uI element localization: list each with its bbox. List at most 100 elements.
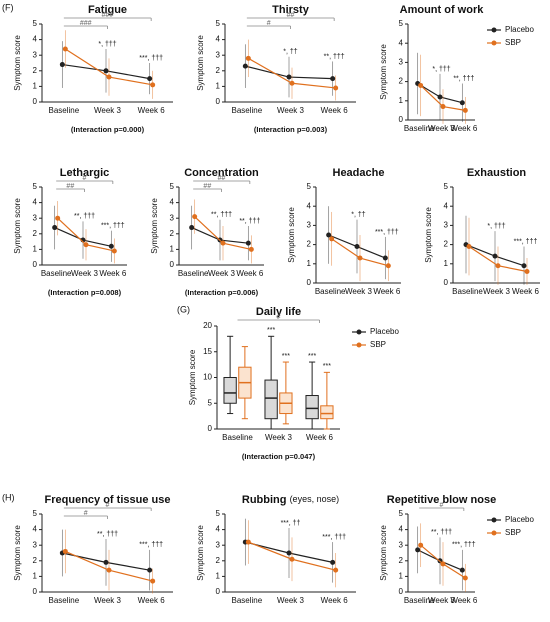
point — [524, 268, 530, 274]
point — [150, 82, 156, 88]
y-tick-label: 0 — [399, 115, 404, 124]
point — [286, 74, 292, 80]
legend-label: Placebo — [370, 327, 399, 336]
legend-marker — [356, 329, 362, 335]
y-axis-label: Symptom score — [196, 525, 205, 581]
y-tick-label: 4 — [216, 35, 221, 44]
x-tick-label: Week 6 — [236, 269, 264, 278]
chart-title: Repetitive blow nose — [387, 494, 496, 506]
point — [103, 68, 109, 74]
point — [385, 263, 391, 269]
point — [286, 550, 292, 556]
x-tick-label: Week 6 — [321, 106, 349, 115]
title-text: Fatigue — [88, 4, 127, 16]
y-axis-label: Symptom score — [150, 198, 159, 254]
significance-label: ***, ††† — [322, 534, 346, 541]
chart-title: Frequency of tissue use — [45, 494, 171, 506]
point — [242, 63, 248, 69]
x-tick-label: Baseline — [315, 287, 346, 296]
chart-title: Rubbing (eyes, nose) — [242, 494, 339, 506]
point — [440, 561, 446, 567]
significance-label: ***, ††† — [452, 542, 476, 549]
y-tick-label: 3 — [216, 50, 221, 59]
y-tick-label: 0 — [33, 587, 38, 596]
bracket-label: # — [440, 502, 444, 509]
bracket-label: # — [83, 175, 87, 182]
y-tick-label: 5 — [307, 182, 312, 191]
legend-label: SBP — [505, 38, 521, 47]
significance-label: *** — [323, 363, 331, 370]
y-tick-label: 0 — [170, 260, 175, 269]
point — [147, 76, 153, 82]
y-tick-label: 1 — [33, 82, 38, 91]
significance-label: **, ††† — [97, 531, 118, 538]
y-tick-label: 0 — [208, 424, 213, 433]
y-tick-label: 2 — [33, 66, 38, 75]
legend-marker — [491, 27, 497, 33]
legend-marker — [491, 517, 497, 523]
significance-label: *, ††† — [98, 41, 116, 48]
y-tick-label: 5 — [399, 19, 404, 28]
significance-label: *, †† — [283, 49, 298, 56]
annotation: (Interaction p=0.008) — [48, 288, 122, 297]
title-text: Thirsty — [272, 4, 310, 16]
annotation: (Interaction p=0.000) — [71, 125, 145, 134]
bracket-label: # — [267, 20, 271, 27]
bracket-label: ## — [66, 183, 74, 190]
significance-label: **, ††† — [211, 212, 232, 219]
x-tick-label: Week 3 — [71, 269, 99, 278]
annotation: (Interaction p=0.003) — [254, 125, 328, 134]
y-tick-label: 1 — [33, 245, 38, 254]
significance-label: ***, ††† — [101, 223, 125, 230]
x-tick-label: Week 6 — [138, 596, 166, 605]
point — [462, 575, 468, 581]
point — [111, 248, 117, 254]
x-tick-label: Baseline — [222, 433, 253, 442]
significance-label: *** — [282, 353, 290, 360]
point — [83, 242, 89, 248]
point — [418, 82, 424, 88]
bracket-label: ## — [218, 175, 226, 182]
x-tick-label: Week 3 — [345, 287, 373, 296]
y-tick-label: 2 — [33, 229, 38, 238]
significance-label: ***, ††† — [139, 55, 163, 62]
chart-title: Lethargic — [60, 167, 110, 179]
x-tick-label: Week 3 — [483, 287, 511, 296]
point — [289, 80, 295, 86]
y-tick-label: 5 — [444, 182, 449, 191]
significance-label: *, ††† — [487, 223, 505, 230]
significance-label: *, †† — [351, 211, 366, 218]
y-tick-label: 0 — [216, 97, 221, 106]
legend-marker — [491, 40, 497, 46]
x-tick-label: Week 3 — [428, 124, 456, 133]
x-tick-label: Baseline — [231, 106, 262, 115]
y-tick-label: 1 — [307, 259, 312, 268]
x-tick-label: Week 6 — [450, 596, 478, 605]
annotation: (Interaction p=0.006) — [185, 288, 259, 297]
x-tick-label: Baseline — [404, 596, 435, 605]
y-tick-label: 2 — [399, 77, 404, 86]
point — [103, 559, 109, 565]
point — [462, 107, 468, 113]
y-tick-label: 4 — [399, 38, 404, 47]
y-tick-label: 3 — [399, 58, 404, 67]
title-text: Headache — [333, 167, 385, 179]
y-axis-label: Symptom score — [188, 349, 197, 405]
y-tick-label: 5 — [208, 398, 213, 407]
y-tick-label: 2 — [33, 556, 38, 565]
bracket-label: # — [277, 314, 281, 321]
point — [150, 578, 156, 584]
x-tick-label: Baseline — [48, 106, 79, 115]
panel-label: (G) — [177, 304, 190, 314]
title-text: Rubbing — [242, 494, 287, 506]
point — [459, 567, 465, 573]
bracket-label: ### — [80, 20, 92, 27]
bracket-label: # — [84, 510, 88, 517]
y-tick-label: 5 — [170, 182, 175, 191]
x-tick-label: Week 6 — [306, 433, 334, 442]
point — [437, 94, 443, 100]
box — [305, 395, 319, 420]
chart-title: Thirsty — [272, 4, 310, 16]
significance-label: *** — [308, 353, 316, 360]
point — [106, 74, 112, 80]
